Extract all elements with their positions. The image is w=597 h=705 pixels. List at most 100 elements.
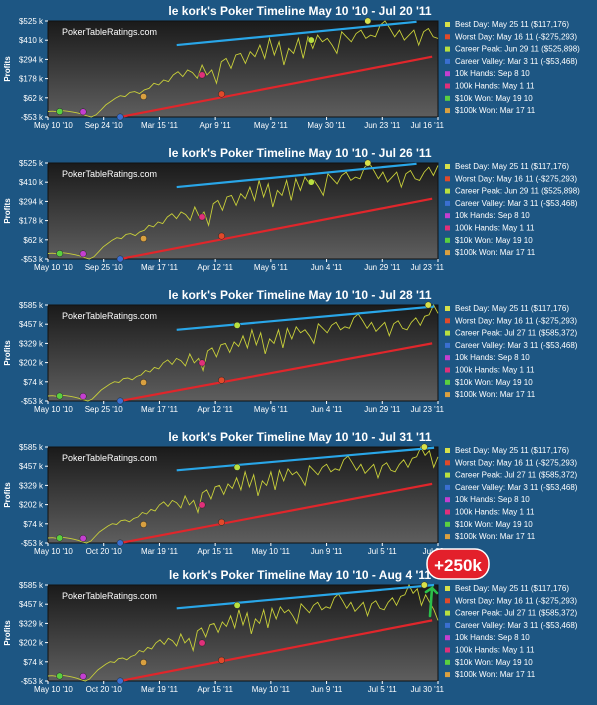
y-tick-label: $329 k: [19, 619, 44, 628]
legend-swatch: [445, 95, 450, 101]
y-tick-label: $202 k: [19, 359, 44, 368]
legend-entry: Best Day: May 25 11 ($117,176): [455, 304, 569, 313]
legend-swatch: [445, 448, 450, 453]
legend-swatch: [445, 367, 450, 373]
legend-entry: Worst Day: May 16 11 (-$275,293): [455, 316, 577, 325]
milestone-marker: [198, 501, 206, 509]
y-tick-label: -$53 k: [21, 539, 44, 548]
legend-entry: Best Day: May 25 11 ($117,176): [455, 162, 569, 171]
x-tick-label: Oct 20 '10: [86, 685, 123, 694]
x-tick-label: May 10 '10: [34, 121, 73, 130]
legend-entry: Career Peak: Jun 29 11 ($525,898): [455, 187, 580, 196]
upper-trend-line: [176, 305, 435, 331]
y-tick-label: $525 k: [19, 17, 44, 26]
lower-trend-line: [119, 197, 433, 261]
x-tick-label: Mar 17 '11: [141, 405, 179, 414]
y-tick-label: -$53 k: [21, 255, 44, 264]
legend-swatch: [445, 534, 450, 540]
milestone-marker: [140, 659, 148, 666]
x-tick-label: Oct 20 '10: [86, 547, 123, 556]
y-axis-title: Profits: [3, 56, 12, 82]
x-tick-label: May 10 '11: [252, 685, 291, 694]
legend-swatch: [445, 497, 450, 503]
plot-area: [47, 584, 439, 682]
x-tick-label: Jun 9 '11: [311, 547, 343, 556]
milestone-marker: [56, 392, 64, 400]
milestone-marker: [420, 581, 428, 589]
x-tick-label: Jun 23 '11: [364, 121, 401, 130]
y-tick-label: $74 k: [23, 658, 44, 667]
milestone-marker: [198, 639, 206, 647]
x-tick-label: Apr 9 '11: [200, 121, 232, 130]
lower-trend-line: [119, 342, 433, 403]
legend-swatch: [445, 164, 450, 169]
watermark: PokerTableRatings.com: [62, 27, 157, 37]
x-tick-label: May 30 '11: [307, 121, 346, 130]
legend-swatch: [445, 176, 450, 182]
x-tick-label: Sep 25 '10: [85, 263, 124, 272]
legend-entry: $10k Won: May 19 10: [455, 378, 533, 387]
legend-swatch: [445, 225, 450, 231]
y-tick-label: $62 k: [23, 94, 44, 103]
milestone-marker: [116, 539, 124, 547]
x-tick-label: May 10 '10: [34, 405, 73, 414]
legend-swatch: [445, 379, 450, 385]
legend-entry: Worst Day: May 16 11 (-$275,293): [455, 458, 577, 467]
y-axis-title: Profits: [3, 620, 12, 646]
legend-swatch: [445, 586, 450, 591]
legend-swatch: [445, 71, 450, 77]
chart-panel-2: le kork's Poker Timeline May 10 '10 - Ju…: [3, 146, 580, 272]
legend-entry: $100k Won: Mar 17 11: [455, 670, 536, 679]
chart-title: le kork's Poker Timeline May 10 '10 - Ju…: [168, 430, 431, 444]
milestone-marker: [218, 90, 226, 98]
x-tick-label: Jun 4 '11: [311, 263, 343, 272]
milestone-marker: [364, 159, 372, 167]
legend-entry: 100k Hands: May 1 11: [455, 646, 535, 655]
milestone-marker: [79, 250, 87, 258]
annotation-label: +250k: [434, 556, 482, 575]
milestone-marker: [218, 376, 226, 384]
annotation-group: +250k: [424, 548, 490, 618]
y-tick-label: $585 k: [19, 301, 44, 310]
milestone-marker: [56, 672, 64, 680]
legend-swatch: [445, 108, 450, 114]
x-tick-label: Jun 9 '11: [311, 685, 343, 694]
x-tick-label: Apr 12 '11: [197, 405, 233, 414]
y-tick-label: $294 k: [19, 197, 44, 206]
legend-swatch: [445, 484, 450, 490]
legend-entry: $10k Won: May 19 10: [455, 236, 533, 245]
legend-swatch: [445, 472, 450, 478]
legend-entry: Worst Day: May 16 11 (-$275,293): [455, 174, 577, 183]
legend-entry: $100k Won: Mar 17 11: [455, 390, 536, 399]
legend-entry: Career Peak: Jul 27 11 ($585,372): [455, 471, 577, 480]
legend-entry: Best Day: May 25 11 ($117,176): [455, 446, 569, 455]
milestone-marker: [420, 443, 428, 451]
x-tick-label: Mar 15 '11: [141, 121, 179, 130]
milestone-marker: [140, 235, 148, 243]
legend-swatch: [445, 610, 450, 616]
watermark: PokerTableRatings.com: [62, 591, 157, 601]
lower-trend-line: [119, 619, 433, 683]
milestone-marker: [424, 301, 432, 309]
profit-series-line: [47, 162, 439, 260]
legend-entry: Career Valley: Mar 3 11 (-$53,468): [455, 341, 578, 350]
lower-trend-line: [119, 482, 433, 545]
profit-series-line: [47, 583, 439, 682]
plot-area: [47, 304, 439, 402]
legend-swatch: [445, 237, 450, 243]
upper-trend-line: [176, 583, 435, 610]
milestone-marker: [116, 255, 124, 263]
legend-entry: 100k Hands: May 1 11: [455, 82, 535, 91]
legend-entry: 100k Hands: May 1 11: [455, 366, 535, 375]
y-tick-label: -$53 k: [21, 113, 44, 122]
legend-swatch: [445, 355, 450, 361]
y-tick-label: $585 k: [19, 581, 44, 590]
x-tick-label: Mar 19 '11: [141, 547, 179, 556]
legend-swatch: [445, 188, 450, 194]
chart-title: le kork's Poker Timeline May 10 '10 - Ju…: [168, 146, 431, 160]
x-tick-label: Jul 23 '11: [411, 405, 445, 414]
milestone-marker: [198, 71, 206, 79]
y-axis-title: Profits: [3, 482, 12, 508]
chart-title: le kork's Poker Timeline May 10 '10 - Ju…: [168, 288, 431, 302]
